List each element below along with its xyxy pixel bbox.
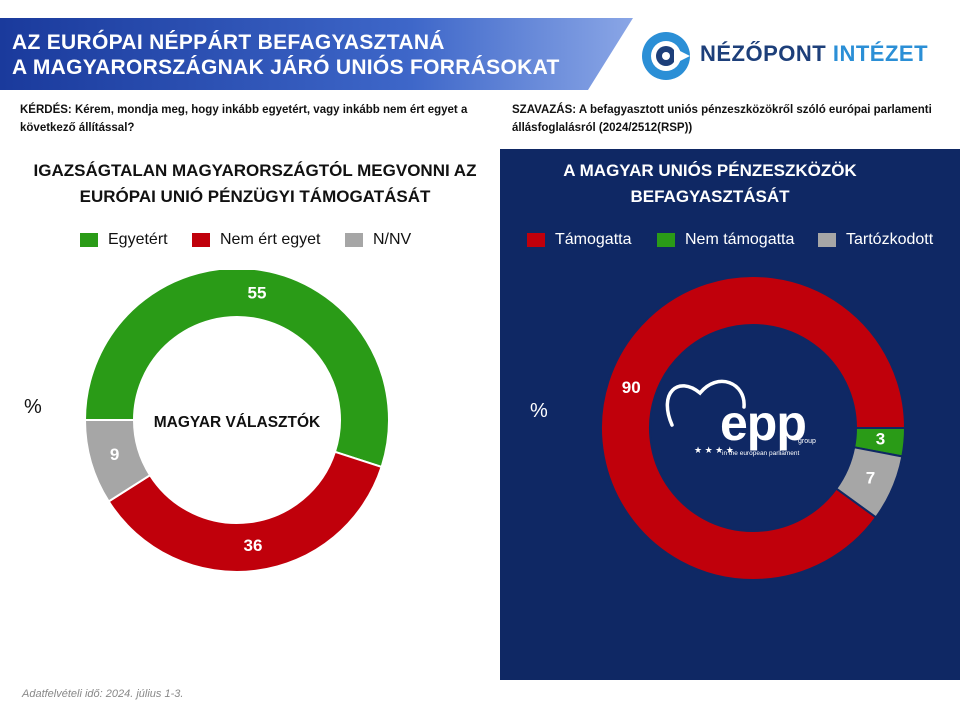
page-title: AZ EURÓPAI NÉPPÁRT BEFAGYASZTANÁ A MAGYA… [12, 30, 560, 80]
legend-label: N/NV [373, 231, 412, 248]
data-label-2: 3 [876, 430, 885, 449]
legend-swatch [818, 233, 836, 247]
legend-swatch [527, 233, 545, 247]
left-chart-title: IGAZSÁGTALAN MAGYARORSZÁGTÓL MEGVONNI AZ… [33, 161, 477, 206]
legend-label: Egyetért [108, 231, 168, 248]
vote-text: SZAVAZÁS: A befagyasztott uniós pénzeszk… [512, 104, 932, 134]
epp-stars-icon: ★ ★ ★ ★ [694, 445, 734, 455]
page-title-line2: A MAGYARORSZÁGNAK JÁRÓ UNIÓS FORRÁSOKAT [12, 56, 560, 79]
legend-item-nem-tamogatta: Nem támogatta [657, 231, 794, 249]
legend-label: Nem ért egyet [220, 231, 321, 248]
left-unit-label: % [24, 396, 42, 418]
nezopont-logo-icon [642, 32, 690, 80]
data-label-2: 36 [244, 536, 263, 555]
logo-text-part1: NÉZŐPONT [700, 41, 827, 66]
legend-swatch [192, 233, 210, 247]
legend-swatch [80, 233, 98, 247]
legend-label: Támogatta [555, 231, 632, 248]
epp-logo-tagline: in the european parliament [722, 450, 800, 457]
question-text: KÉRDÉS: Kérem, mondja meg, hogy inkább e… [20, 104, 468, 134]
donut-slice-2 [107, 450, 383, 573]
epp-logo-text: epp [720, 395, 806, 451]
data-label-1: 90 [622, 378, 641, 397]
header-band [0, 18, 633, 90]
donut-slice-3 [83, 419, 152, 503]
legend-swatch [657, 233, 675, 247]
left-center-label: MAGYAR VÁLASZTÓK [154, 413, 321, 431]
data-label-3: 7 [866, 468, 875, 487]
legend-item-nem-ert-egyet: Nem ért egyet [192, 231, 320, 249]
epp-heart-icon [665, 379, 746, 427]
data-label-3: 9 [110, 445, 119, 464]
epp-logo-subtext: group [798, 438, 816, 445]
legend-item-tamogatta: Támogatta [527, 231, 631, 249]
logo-text-part2: INTÉZET [832, 41, 929, 66]
donut-slice-1 [83, 270, 390, 469]
footer-note: Adatfelvételi idő: 2024. július 1-3. [22, 688, 184, 700]
legend-item-tartozkodott: Tartózkodott [818, 231, 933, 249]
left-donut-chart: MAGYAR VÁLASZTÓK 55 36 9 [83, 270, 390, 573]
legend-item-nnv: N/NV [345, 231, 411, 249]
legend-label: Nem támogatta [685, 231, 795, 248]
donut-slice-1 [600, 275, 907, 581]
epp-group-logo: ★ ★ ★ ★ epp group in the european parlia… [665, 379, 816, 457]
page-title-line1: AZ EURÓPAI NÉPPÁRT BEFAGYASZTANÁ [12, 31, 445, 54]
logo-text: NÉZŐPONT INTÉZET [700, 41, 928, 67]
donut-slice-3 [834, 446, 904, 519]
legend-swatch [345, 233, 363, 247]
data-label-1: 55 [247, 284, 266, 303]
right-donut-chart: ★ ★ ★ ★ epp group in the european parlia… [600, 275, 907, 581]
legend-item-egyetert: Egyetért [80, 231, 168, 249]
right-unit-label: % [530, 400, 548, 422]
right-chart-title: A MAGYAR UNIÓS PÉNZESZKÖZÖK BEFAGYASZTÁS… [563, 161, 857, 206]
legend-label: Tartózkodott [846, 231, 934, 248]
